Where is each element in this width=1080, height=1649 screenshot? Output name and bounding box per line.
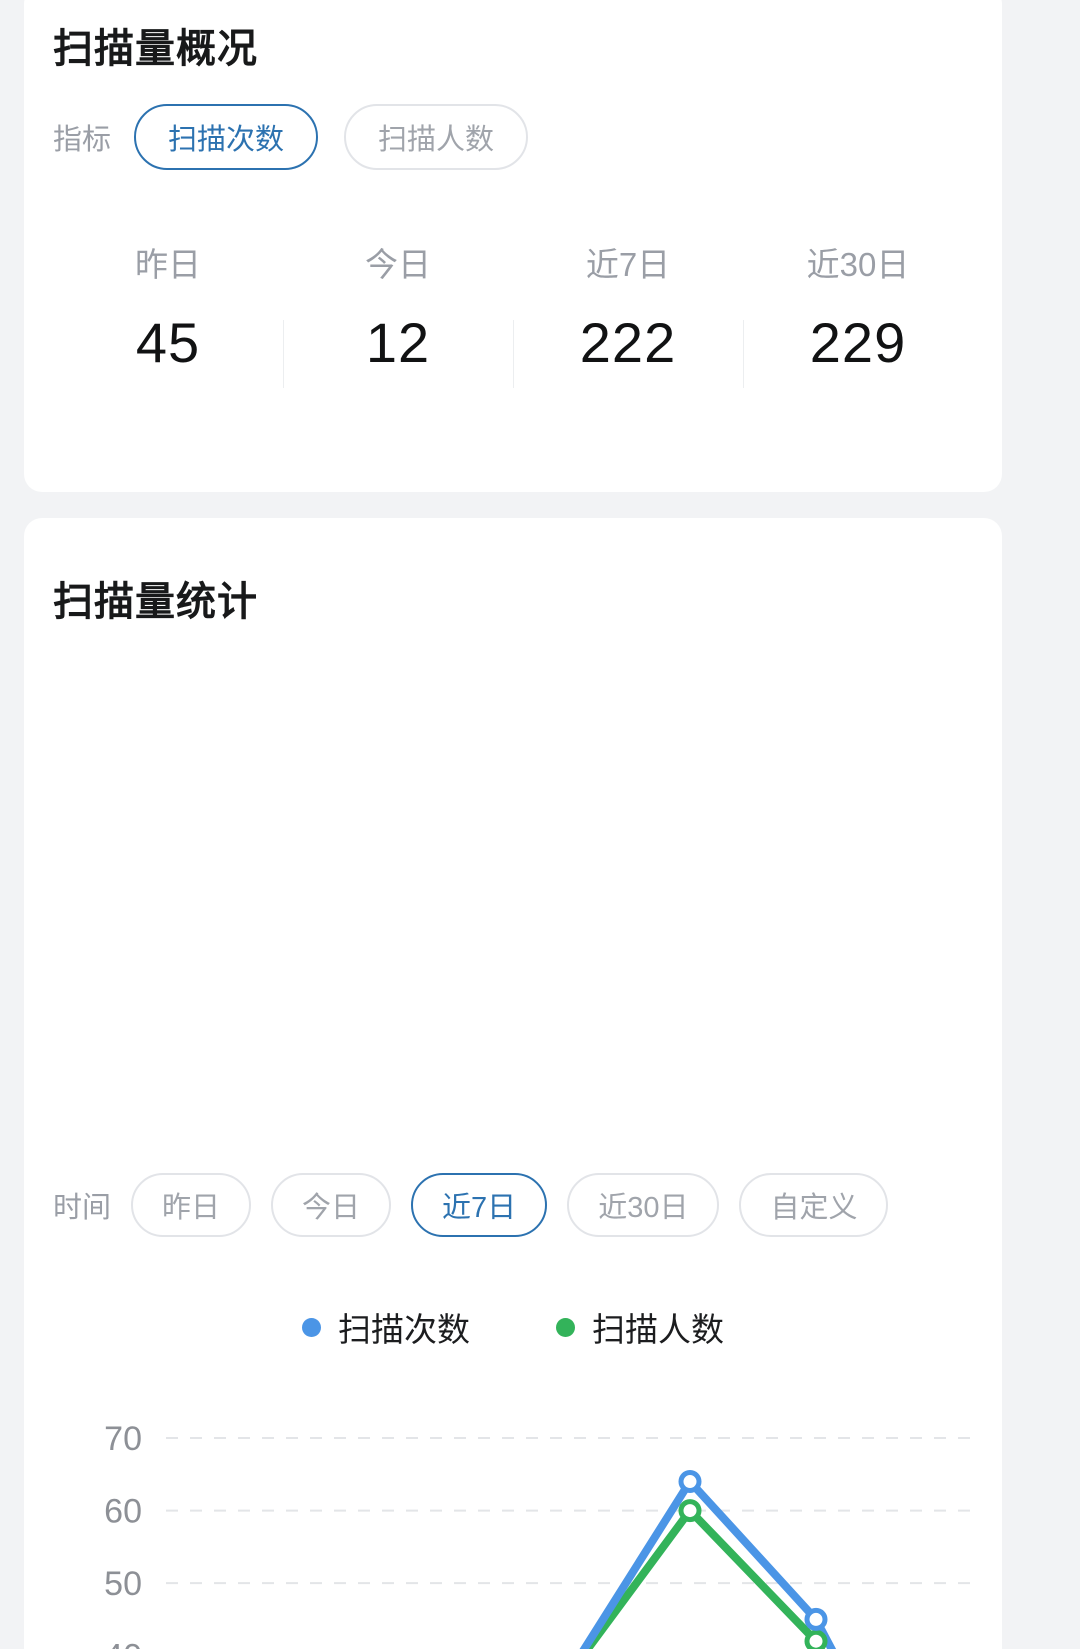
stat-last-7-days: 近7日 222 — [513, 246, 743, 388]
overview-stats-row: 昨日 45 今日 12 近7日 222 近30日 229 — [53, 246, 973, 388]
legend-item-scan-count[interactable]: 扫描次数 — [302, 1303, 470, 1351]
stat-label: 近7日 — [585, 246, 671, 283]
stat-label: 近30日 — [806, 246, 910, 283]
svg-text:70: 70 — [104, 1420, 142, 1458]
time-filter-label: 时间 — [53, 1192, 112, 1224]
metric-filter-label: 指标 — [53, 124, 112, 156]
scan-overview-card: 扫描量概况 指标 扫描次数 扫描人数 昨日 45 今日 12 近7日 222 近… — [24, 0, 1002, 492]
chart-legend: 扫描次数 扫描人数 — [24, 1303, 1002, 1351]
stat-label: 昨日 — [135, 246, 201, 283]
time-pill-last-7-days[interactable]: 近7日 — [411, 1173, 548, 1237]
legend-label: 扫描人数 — [592, 1311, 724, 1348]
stat-value: 12 — [365, 311, 431, 374]
stat-value: 222 — [579, 311, 677, 374]
svg-text:60: 60 — [104, 1493, 142, 1531]
scan-statistics-card: 扫描量统计 时间 昨日 今日 近7日 近30日 自定义 010203040506… — [24, 518, 1002, 1649]
legend-item-scan-people[interactable]: 扫描人数 — [556, 1303, 724, 1351]
svg-text:50: 50 — [104, 1565, 142, 1603]
stat-yesterday: 昨日 45 — [53, 248, 283, 371]
legend-dot-icon — [556, 1317, 575, 1337]
metric-pill-scan-people[interactable]: 扫描人数 — [344, 104, 529, 170]
chart-svg: 01020304050607010-2410-2510-2610-2710-28… — [104, 1420, 982, 1649]
metric-filter-row: 指标 扫描次数 扫描人数 — [53, 104, 554, 170]
stat-value: 229 — [809, 311, 907, 374]
time-pill-today[interactable]: 今日 — [271, 1173, 392, 1237]
statistics-title: 扫描量统计 — [53, 580, 258, 624]
time-filter-row: 时间 昨日 今日 近7日 近30日 自定义 — [53, 1173, 908, 1237]
scan-trend-chart[interactable]: 01020304050607010-2410-2510-2610-2710-28… — [24, 1298, 1002, 1649]
time-pill-yesterday[interactable]: 昨日 — [131, 1173, 252, 1237]
overview-title: 扫描量概况 — [53, 27, 258, 71]
stat-label: 今日 — [365, 246, 431, 283]
time-pill-last-30-days[interactable]: 近30日 — [567, 1173, 720, 1237]
time-pill-custom[interactable]: 自定义 — [739, 1173, 889, 1237]
stat-today: 今日 12 — [283, 246, 513, 388]
stat-last-30-days: 近30日 229 — [743, 246, 973, 388]
legend-dot-icon — [302, 1317, 321, 1337]
stat-value: 45 — [135, 311, 201, 374]
svg-text:40: 40 — [104, 1638, 142, 1649]
legend-label: 扫描次数 — [338, 1311, 470, 1348]
metric-pill-scan-count[interactable]: 扫描次数 — [134, 104, 319, 170]
